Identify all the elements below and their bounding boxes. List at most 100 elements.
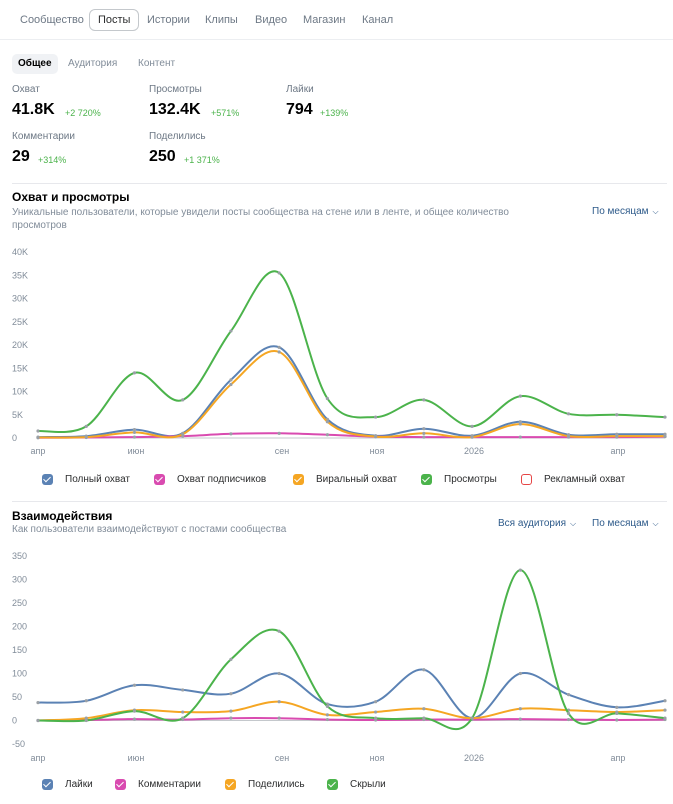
tab-channel[interactable]: Канал [362, 14, 394, 26]
metric-shares-label: Поделились [149, 131, 206, 142]
y-tick-label: 0 [12, 433, 17, 443]
data-point [374, 716, 378, 720]
metric-shares-delta: +1 371% [184, 155, 220, 165]
x-tick-label: сен [275, 753, 290, 763]
top-navigation: Сообщество Посты Истории Клипы Видео Маг… [0, 0, 673, 40]
legend-label: Просмотры [444, 473, 497, 485]
legend-item-hidden[interactable]: Скрыли [327, 776, 386, 792]
data-point [36, 718, 40, 723]
tab-clips[interactable]: Клипы [205, 14, 238, 26]
data-point [181, 716, 185, 720]
legend-label: Скрыли [350, 778, 386, 790]
x-tick-label: апр [611, 446, 626, 456]
data-point [229, 432, 233, 436]
data-point [374, 415, 378, 419]
data-point [277, 700, 281, 704]
x-tick-label: 2026 [464, 446, 484, 456]
data-point [84, 699, 88, 703]
data-point [277, 271, 281, 275]
legend-item-likes[interactable]: Лайки [42, 776, 93, 792]
engagement-section-subtitle: Как пользователи взаимодействуют с поста… [12, 524, 287, 535]
data-point [181, 398, 185, 402]
chevron-down-icon: ⌵ [570, 519, 577, 528]
legend-label: Поделились [248, 778, 305, 790]
reach-section-title: Охват и просмотры [12, 190, 130, 204]
legend-item-ad-reach[interactable]: Рекламный охват [521, 471, 625, 487]
data-point [615, 434, 619, 438]
data-point [663, 415, 667, 419]
data-point [374, 700, 378, 704]
data-point [518, 420, 522, 424]
reach-period-dropdown-label: По месяцам [592, 206, 649, 217]
legend-item-subscriber-reach[interactable]: Охват подписчиков [154, 471, 266, 487]
metric-comments-delta: +314% [38, 155, 67, 165]
data-point [229, 692, 233, 696]
x-tick-label: 2026 [464, 753, 484, 763]
data-point [132, 428, 137, 432]
tab-video[interactable]: Видео [255, 14, 288, 26]
legend-item-full-reach[interactable]: Полный охват [42, 471, 130, 487]
chevron-down-icon: ⌵ [652, 207, 659, 216]
metric-views-delta: +571% [211, 108, 240, 118]
data-point [325, 396, 329, 401]
subtab-general[interactable]: Общее [12, 54, 58, 74]
legend-item-comments[interactable]: Комментарии [115, 776, 201, 792]
data-point [277, 671, 281, 676]
tab-stories[interactable]: Истории [147, 14, 190, 26]
audience-dropdown[interactable]: Вся аудитория ⌵ [498, 518, 576, 529]
data-point [132, 430, 137, 435]
data-point [663, 434, 667, 438]
series-line-скрыли [37, 569, 666, 731]
metric-comments-label: Комментарии [12, 131, 75, 142]
data-point [615, 718, 619, 722]
data-point [325, 433, 329, 437]
data-point [229, 716, 233, 720]
series-line-лайки [37, 668, 666, 720]
legend-item-views[interactable]: Просмотры [421, 471, 497, 487]
data-point [422, 707, 426, 711]
data-point [132, 371, 137, 375]
checkbox-icon [521, 473, 532, 485]
data-point [470, 424, 474, 428]
checkbox-icon [421, 473, 432, 485]
data-point [36, 429, 40, 433]
data-point [566, 717, 571, 722]
y-tick-label: 350 [12, 551, 27, 561]
divider [12, 183, 667, 184]
series-line-полный-охват [37, 345, 666, 439]
legend-item-viral-reach[interactable]: Виральный охват [293, 471, 397, 487]
reach-period-dropdown[interactable]: По месяцам ⌵ [592, 206, 659, 217]
legend-item-shares[interactable]: Поделились [225, 776, 305, 792]
series-line-комментарии [37, 716, 666, 722]
x-tick-label: ноя [370, 753, 385, 763]
metric-reach-value: 41.8K [12, 101, 55, 118]
y-tick-label: 300 [12, 575, 27, 585]
engagement-period-dropdown[interactable]: По месяцам ⌵ [592, 518, 659, 529]
y-tick-label: 100 [12, 669, 27, 679]
subtab-audience[interactable]: Аудитория [68, 58, 118, 69]
data-point [663, 716, 667, 720]
divider [12, 501, 667, 502]
y-tick-label: 35K [12, 270, 28, 280]
tab-shop[interactable]: Магазин [303, 14, 346, 26]
subtab-content[interactable]: Контент [138, 58, 176, 69]
data-point [518, 435, 522, 439]
data-point [325, 717, 329, 722]
data-point [518, 568, 522, 572]
data-point [422, 668, 426, 672]
data-point [84, 435, 88, 439]
tab-posts[interactable]: Посты [89, 9, 140, 31]
y-tick-label: 40K [12, 247, 28, 257]
metric-views-label: Просмотры [149, 84, 202, 95]
data-point [132, 717, 137, 721]
checkbox-icon [115, 778, 126, 790]
data-point [374, 435, 378, 439]
x-tick-label: сен [275, 446, 290, 456]
y-tick-label: -50 [12, 739, 25, 749]
data-point [470, 435, 474, 439]
data-point [229, 709, 233, 713]
tab-community[interactable]: Сообщество [20, 14, 84, 26]
data-point [518, 717, 522, 721]
metric-comments-value: 29 [12, 148, 30, 165]
x-tick-label: апр [31, 446, 46, 456]
